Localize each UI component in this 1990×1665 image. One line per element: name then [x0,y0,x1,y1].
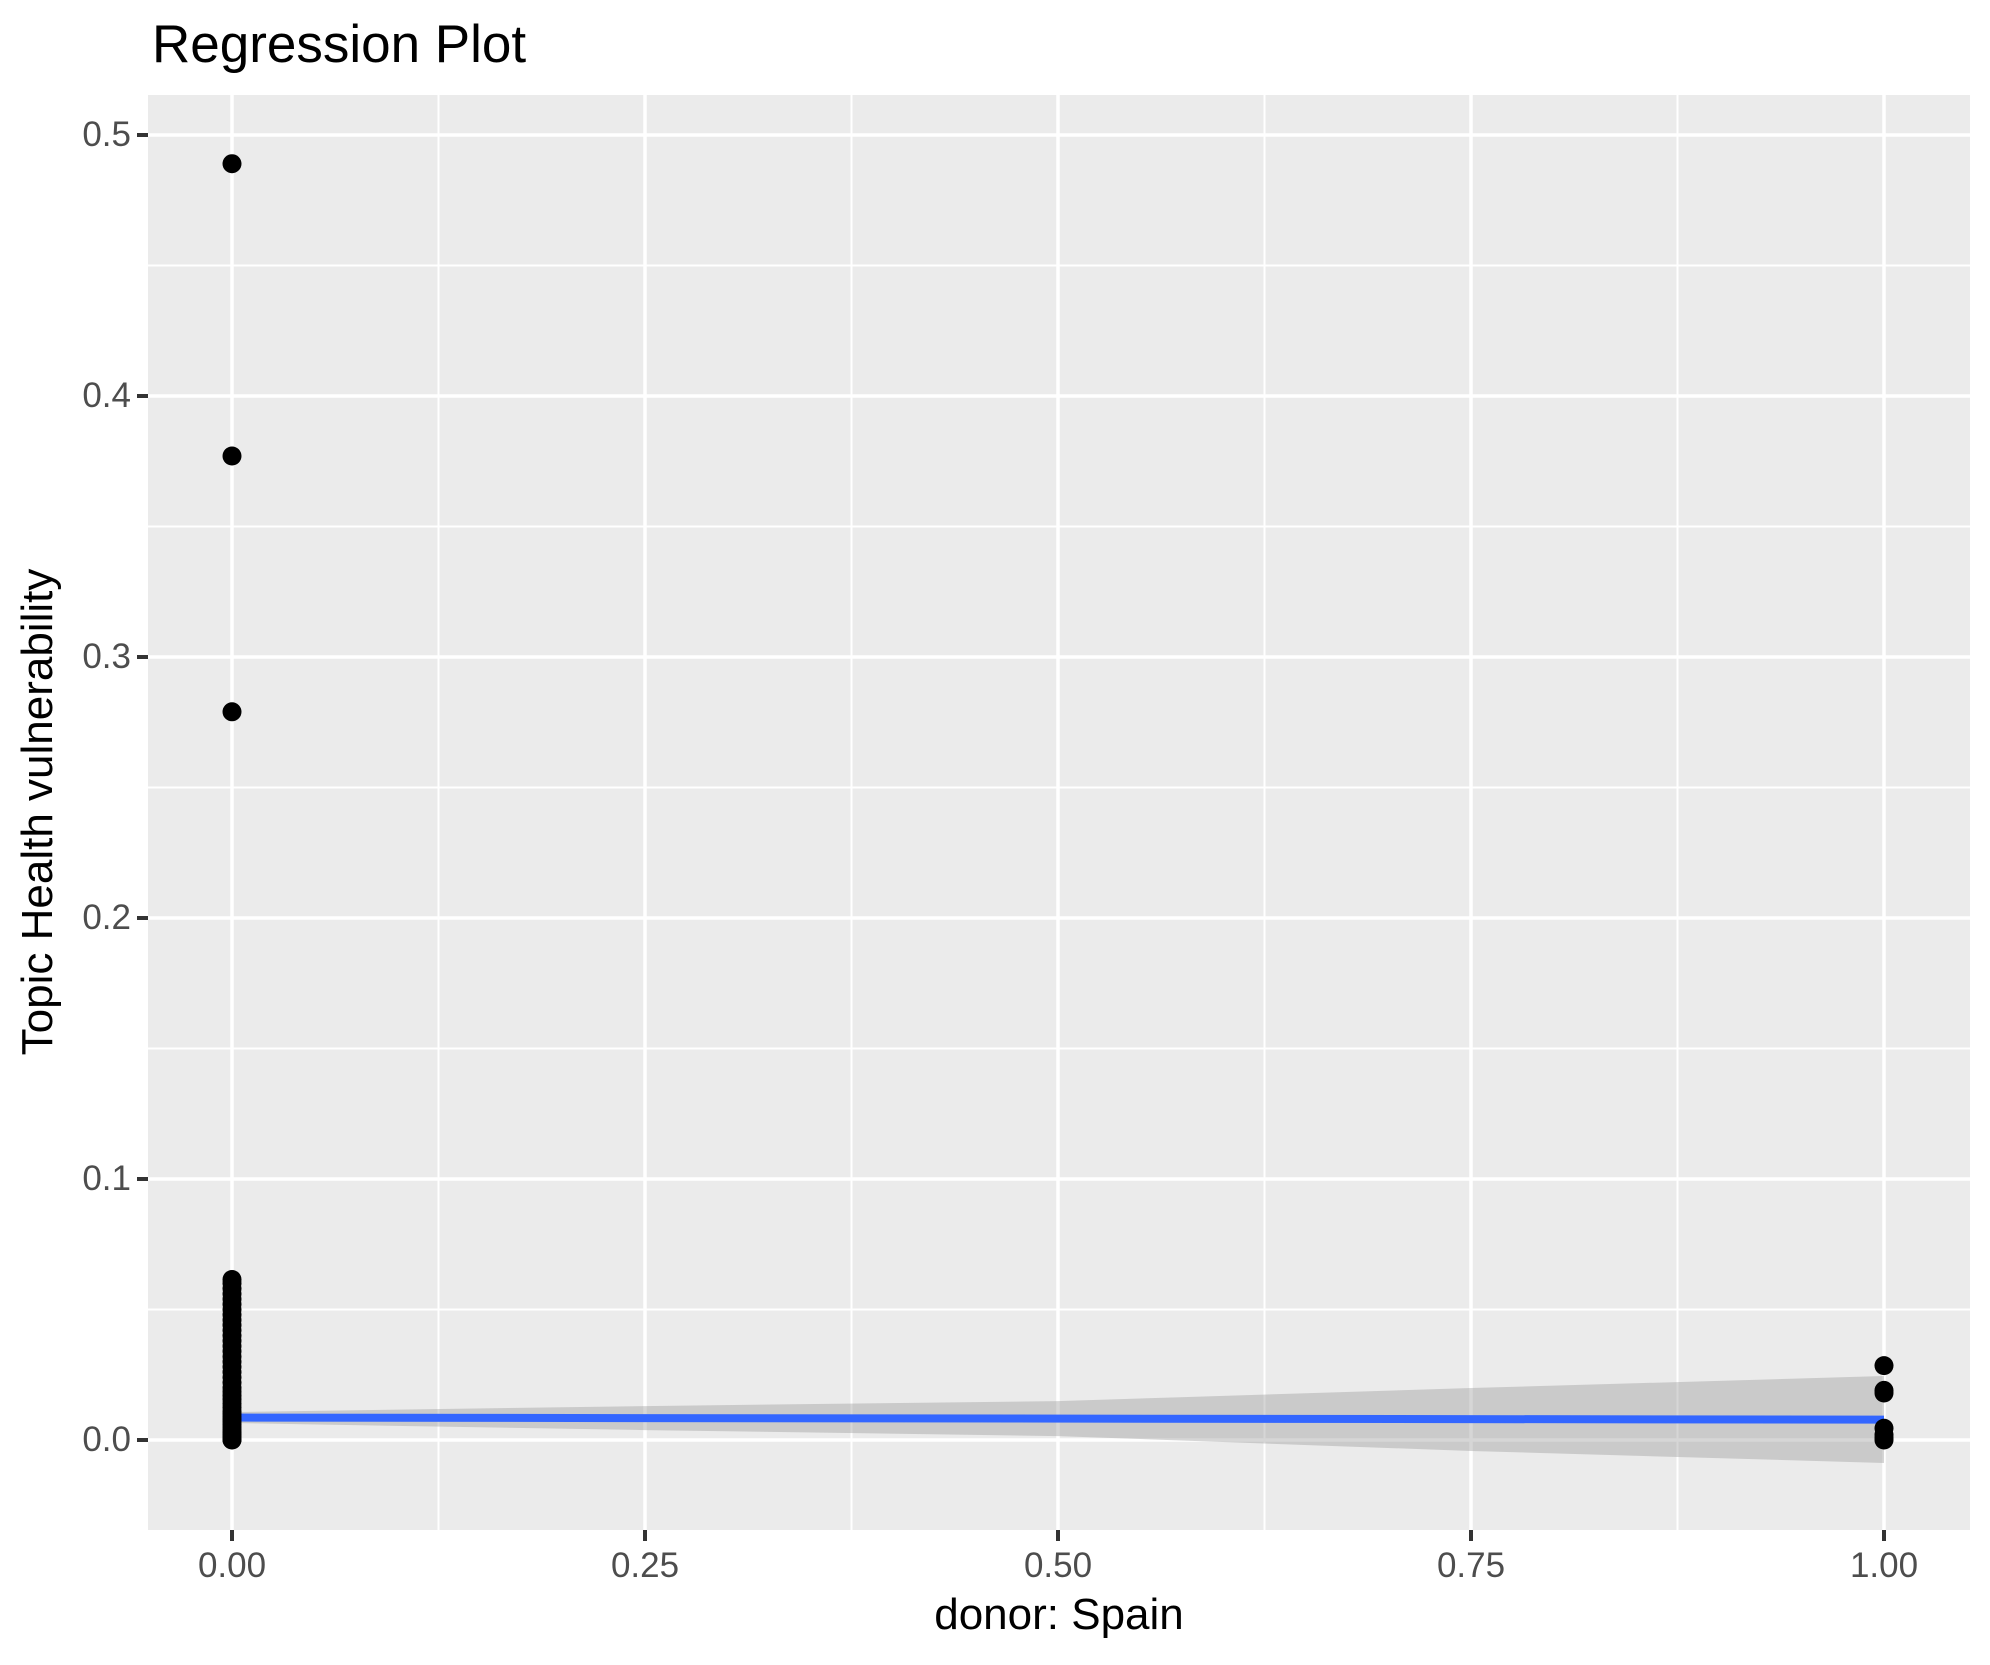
y-tick-label: 0.1 [82,1159,131,1198]
y-tick-mark [137,916,148,920]
data-point [222,702,242,722]
data-point [1874,1356,1894,1376]
x-axis-title: donor: Spain [934,1590,1184,1639]
y-tick-label: 0.2 [82,898,131,937]
x-tick-label: 0.00 [197,1546,267,1585]
x-tick-label: 0.25 [610,1546,680,1585]
y-tick-mark [137,394,148,398]
data-point [1874,1430,1894,1450]
x-tick-label: 1.00 [1849,1546,1919,1585]
x-tick-mark [1469,1530,1473,1541]
regression-line [231,1413,1885,1424]
y-tick-mark [137,133,148,137]
y-tick-label: 0.4 [82,376,131,415]
x-tick-mark [1056,1530,1060,1541]
data-point [222,446,242,466]
plot-title: Regression Plot [152,15,527,74]
x-tick-mark [1882,1530,1886,1541]
data-point [1874,1383,1894,1403]
y-tick-label: 0.0 [82,1420,131,1459]
x-tick-label: 0.50 [1023,1546,1093,1585]
plot-canvas [148,95,1970,1530]
x-tick-mark [643,1530,647,1541]
data-point [222,154,242,174]
x-tick-mark [230,1530,234,1541]
x-tick-label: 0.75 [1436,1546,1506,1585]
y-tick-label: 0.3 [82,637,131,676]
y-tick-mark [137,1177,148,1181]
data-point [222,1430,242,1450]
y-axis-title: Topic Health vulnerability [13,568,62,1056]
y-tick-mark [137,1438,148,1442]
y-tick-label: 0.5 [82,115,131,154]
y-tick-mark [137,655,148,659]
plot-panel [148,95,1970,1530]
